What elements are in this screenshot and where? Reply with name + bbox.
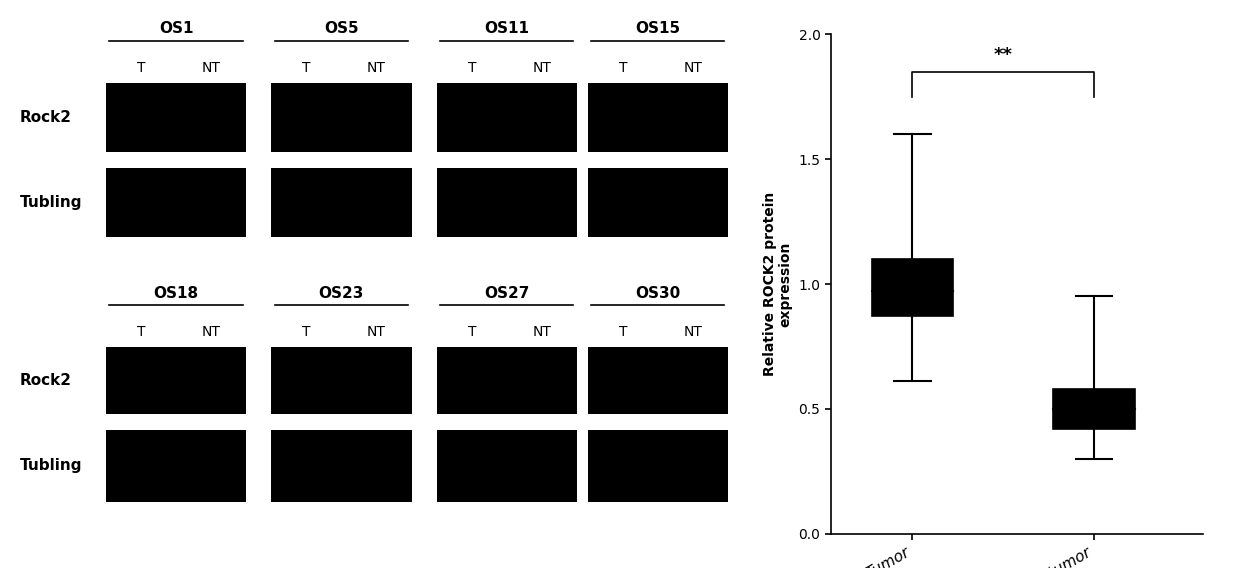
Text: OS11: OS11 — [485, 21, 529, 36]
Text: NT: NT — [367, 325, 386, 339]
Bar — [105, 430, 246, 502]
Bar — [1053, 389, 1135, 429]
Text: OS18: OS18 — [154, 286, 198, 300]
Text: Rock2: Rock2 — [20, 110, 72, 125]
Text: OS15: OS15 — [635, 21, 681, 36]
Text: T: T — [619, 61, 627, 75]
Bar — [436, 168, 577, 237]
Bar — [872, 259, 954, 316]
Bar — [272, 348, 412, 414]
Y-axis label: Relative ROCK2 protein
expression: Relative ROCK2 protein expression — [763, 192, 792, 376]
Text: OS27: OS27 — [484, 286, 529, 300]
Text: T: T — [619, 325, 627, 339]
Bar — [105, 168, 246, 237]
Text: T: T — [136, 61, 145, 75]
Text: OS1: OS1 — [159, 21, 193, 36]
Text: OS5: OS5 — [324, 21, 358, 36]
Text: T: T — [303, 325, 311, 339]
Text: NT: NT — [202, 61, 221, 75]
Text: OS30: OS30 — [635, 286, 681, 300]
Text: T: T — [467, 61, 476, 75]
Bar — [272, 430, 412, 502]
Text: T: T — [136, 325, 145, 339]
Text: NT: NT — [683, 61, 702, 75]
Bar — [588, 83, 728, 152]
Text: NT: NT — [532, 325, 552, 339]
Text: T: T — [467, 325, 476, 339]
Text: OS23: OS23 — [319, 286, 365, 300]
Bar — [588, 168, 728, 237]
Text: NT: NT — [202, 325, 221, 339]
Bar — [105, 348, 246, 414]
Bar — [272, 168, 412, 237]
Bar — [272, 83, 412, 152]
Bar — [588, 348, 728, 414]
Text: NT: NT — [367, 61, 386, 75]
Bar — [436, 430, 577, 502]
Text: Rock2: Rock2 — [20, 373, 72, 388]
Text: **: ** — [993, 46, 1013, 64]
Bar — [588, 430, 728, 502]
Text: Tubling: Tubling — [20, 458, 82, 473]
Text: NT: NT — [683, 325, 702, 339]
Bar — [436, 348, 577, 414]
Text: NT: NT — [532, 61, 552, 75]
Bar — [436, 83, 577, 152]
Bar — [105, 83, 246, 152]
Text: T: T — [303, 61, 311, 75]
Text: Tubling: Tubling — [20, 195, 82, 210]
